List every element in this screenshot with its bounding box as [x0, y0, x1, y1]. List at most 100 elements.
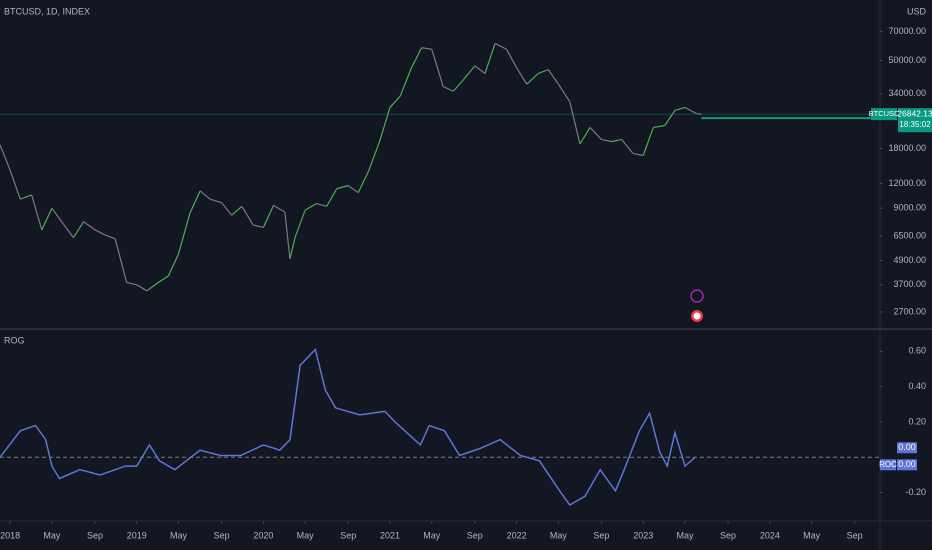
- price-segment: [410, 47, 423, 69]
- last-value-label: 0.00: [898, 459, 916, 469]
- price-segment: [379, 107, 391, 141]
- price-segment: [684, 106, 697, 115]
- series-name-label: ROC: [879, 460, 897, 469]
- x-tick-label: May: [297, 530, 315, 540]
- price-segment: [367, 140, 381, 172]
- price-segment: [494, 42, 507, 50]
- event-icon[interactable]: [690, 289, 704, 303]
- price-segment: [516, 67, 528, 85]
- price-segment: [557, 83, 571, 103]
- price-segment: [157, 275, 169, 283]
- price-unit: USD: [907, 6, 927, 16]
- price-segment: [20, 194, 32, 200]
- x-tick-label: May: [170, 530, 188, 540]
- price-segment: [579, 127, 591, 145]
- price-segment: [304, 203, 317, 211]
- price-segment: [114, 238, 128, 283]
- x-tick-label: Sep: [847, 530, 863, 540]
- price-segment: [632, 152, 644, 157]
- x-tick-label: May: [43, 530, 61, 540]
- last-price: 26842.13: [897, 108, 932, 118]
- x-tick-label: May: [676, 530, 694, 540]
- price-segment: [653, 124, 665, 129]
- y-tick-label: 50000.00: [888, 55, 926, 65]
- price-segment: [399, 67, 413, 97]
- y-tick-label: -0.20: [905, 487, 926, 497]
- price-segment: [421, 47, 432, 50]
- label-box: [897, 459, 917, 471]
- y-tick-label: 0.40: [908, 381, 926, 391]
- price-segment: [289, 237, 296, 259]
- label-box: [880, 459, 896, 471]
- price-segment: [104, 234, 116, 240]
- x-tick-label: Sep: [87, 530, 103, 540]
- price-segment: [664, 110, 676, 126]
- price-segment: [357, 171, 370, 193]
- price-segment: [484, 43, 496, 74]
- price-segment: [526, 73, 539, 85]
- price-segment: [462, 65, 476, 81]
- price-segment: [0, 144, 11, 171]
- price-segment: [452, 79, 464, 92]
- price-segment: [9, 169, 21, 200]
- price-segment: [126, 281, 137, 286]
- price-segment: [177, 212, 191, 254]
- y-tick-label: 9000.00: [893, 203, 926, 213]
- x-tick-label: Sep: [467, 530, 483, 540]
- price-segment: [241, 206, 254, 226]
- y-tick-label: 70000.00: [888, 26, 926, 36]
- price-segment: [474, 65, 486, 75]
- y-tick-label: 0.60: [908, 346, 926, 356]
- price-segment: [273, 204, 286, 213]
- price-segment: [674, 106, 686, 112]
- price-segment: [621, 139, 634, 154]
- y-tick-label: 2700.00: [893, 306, 926, 316]
- price-segment: [136, 284, 148, 292]
- price-segment: [41, 207, 53, 231]
- price-segment: [642, 127, 654, 156]
- x-tick-label: Sep: [720, 530, 736, 540]
- price-segment: [389, 95, 401, 108]
- zero-line-label: 0.00: [898, 442, 916, 452]
- price-segment: [326, 188, 338, 207]
- x-tick-label: 2020: [253, 530, 273, 540]
- price-segment: [284, 212, 291, 259]
- countdown: 18:35:02: [899, 120, 931, 129]
- event-icon-inner: [693, 312, 701, 320]
- event-icons[interactable]: [690, 289, 704, 322]
- price-segment: [51, 207, 64, 225]
- y-tick-label: 3700.00: [893, 279, 926, 289]
- price-title: BTCUSD, 1D, INDEX: [4, 6, 90, 16]
- price-segment: [589, 127, 602, 140]
- price-segment: [537, 69, 549, 75]
- price-segment: [62, 223, 74, 238]
- price-segment: [146, 281, 159, 292]
- price-segment: [262, 205, 275, 228]
- price-segment: [294, 209, 306, 238]
- x-tick-label: 2019: [127, 530, 147, 540]
- x-tick-label: 2023: [633, 530, 653, 540]
- y-tick-label: 4900.00: [893, 255, 926, 265]
- price-segment: [83, 221, 96, 231]
- price-segment: [336, 185, 349, 190]
- indicator-title: ROG: [4, 335, 25, 345]
- x-tick-label: 2022: [507, 530, 527, 540]
- y-tick-label: 12000.00: [888, 178, 926, 188]
- price-segment: [199, 190, 211, 200]
- x-tick-label: May: [423, 530, 441, 540]
- x-tick-label: Sep: [340, 530, 356, 540]
- price-segment: [210, 198, 222, 204]
- price-segment: [31, 194, 43, 231]
- x-tick-label: 2021: [380, 530, 400, 540]
- price-segment: [431, 49, 444, 87]
- x-tick-label: 2018: [0, 530, 20, 540]
- price-segment: [316, 202, 327, 207]
- price-segment: [442, 85, 454, 92]
- tag-box: [871, 108, 897, 121]
- price-segment: [94, 229, 106, 236]
- price-segment: [189, 190, 201, 214]
- x-tick-label: Sep: [593, 530, 609, 540]
- x-tick-label: May: [550, 530, 568, 540]
